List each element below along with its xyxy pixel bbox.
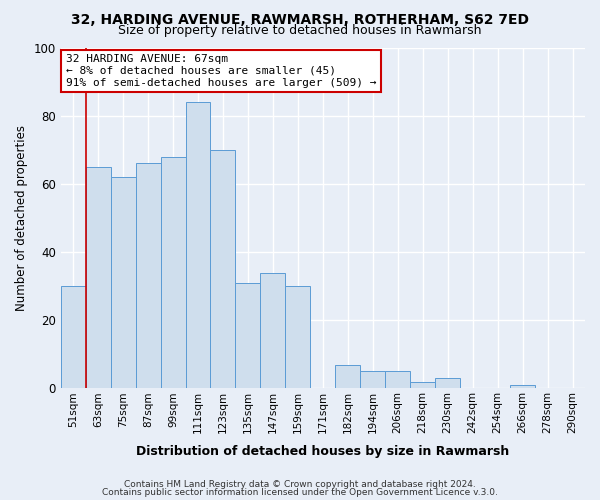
Bar bbox=[260, 272, 286, 388]
Text: Contains HM Land Registry data © Crown copyright and database right 2024.: Contains HM Land Registry data © Crown c… bbox=[124, 480, 476, 489]
Bar bbox=[110, 177, 136, 388]
Bar bbox=[61, 286, 86, 388]
Bar bbox=[385, 372, 410, 388]
Text: Size of property relative to detached houses in Rawmarsh: Size of property relative to detached ho… bbox=[118, 24, 482, 37]
Text: Contains public sector information licensed under the Open Government Licence v.: Contains public sector information licen… bbox=[102, 488, 498, 497]
Bar bbox=[335, 364, 360, 388]
Bar bbox=[360, 372, 385, 388]
Bar bbox=[410, 382, 435, 388]
Y-axis label: Number of detached properties: Number of detached properties bbox=[15, 125, 28, 311]
Bar bbox=[185, 102, 211, 389]
Bar bbox=[211, 150, 235, 388]
Text: 32, HARDING AVENUE, RAWMARSH, ROTHERHAM, S62 7ED: 32, HARDING AVENUE, RAWMARSH, ROTHERHAM,… bbox=[71, 12, 529, 26]
Bar bbox=[510, 385, 535, 388]
Bar bbox=[435, 378, 460, 388]
X-axis label: Distribution of detached houses by size in Rawmarsh: Distribution of detached houses by size … bbox=[136, 444, 509, 458]
Bar bbox=[161, 156, 185, 388]
Bar bbox=[235, 283, 260, 389]
Bar bbox=[286, 286, 310, 388]
Bar bbox=[86, 167, 110, 388]
Bar bbox=[136, 164, 161, 388]
Text: 32 HARDING AVENUE: 67sqm
← 8% of detached houses are smaller (45)
91% of semi-de: 32 HARDING AVENUE: 67sqm ← 8% of detache… bbox=[66, 54, 376, 88]
